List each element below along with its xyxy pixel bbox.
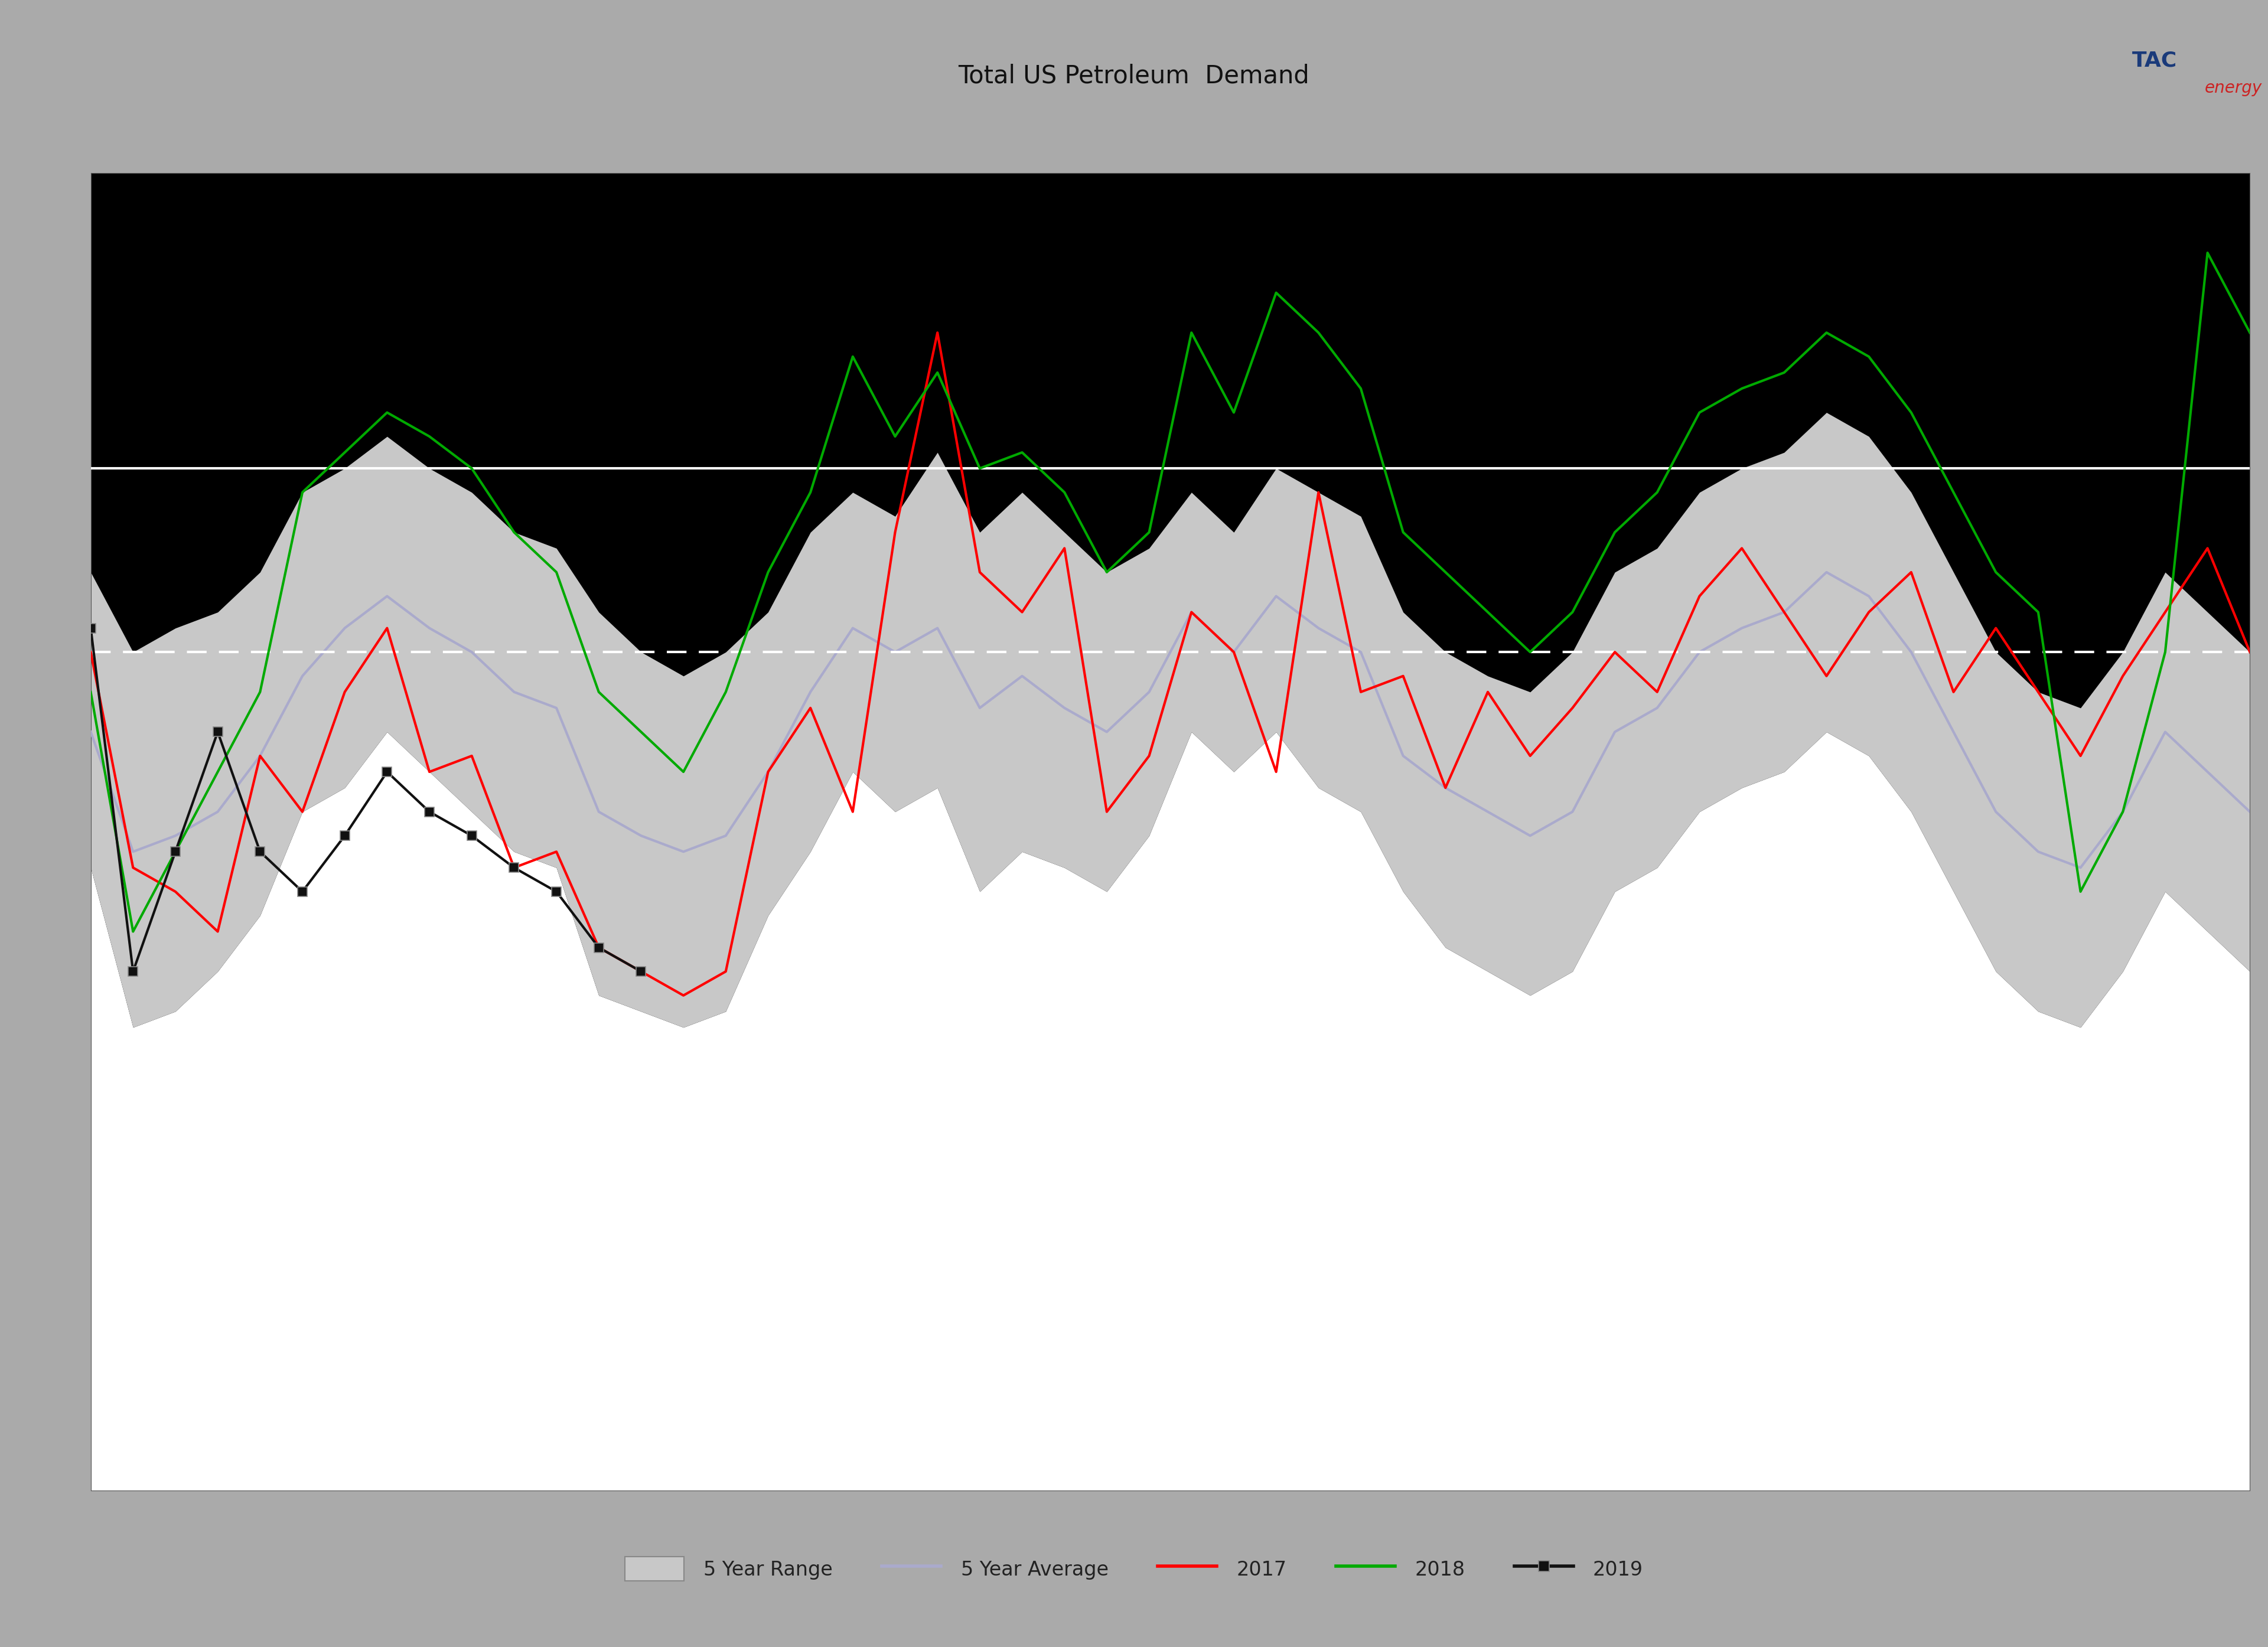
Text: TAC: TAC xyxy=(2132,51,2177,71)
Legend: 5 Year Range, 5 Year Average, 2017, 2018, 2019: 5 Year Range, 5 Year Average, 2017, 2018… xyxy=(626,1556,1642,1581)
Text: energy: energy xyxy=(2204,79,2261,96)
Text: Total US Petroleum  Demand: Total US Petroleum Demand xyxy=(959,63,1309,89)
